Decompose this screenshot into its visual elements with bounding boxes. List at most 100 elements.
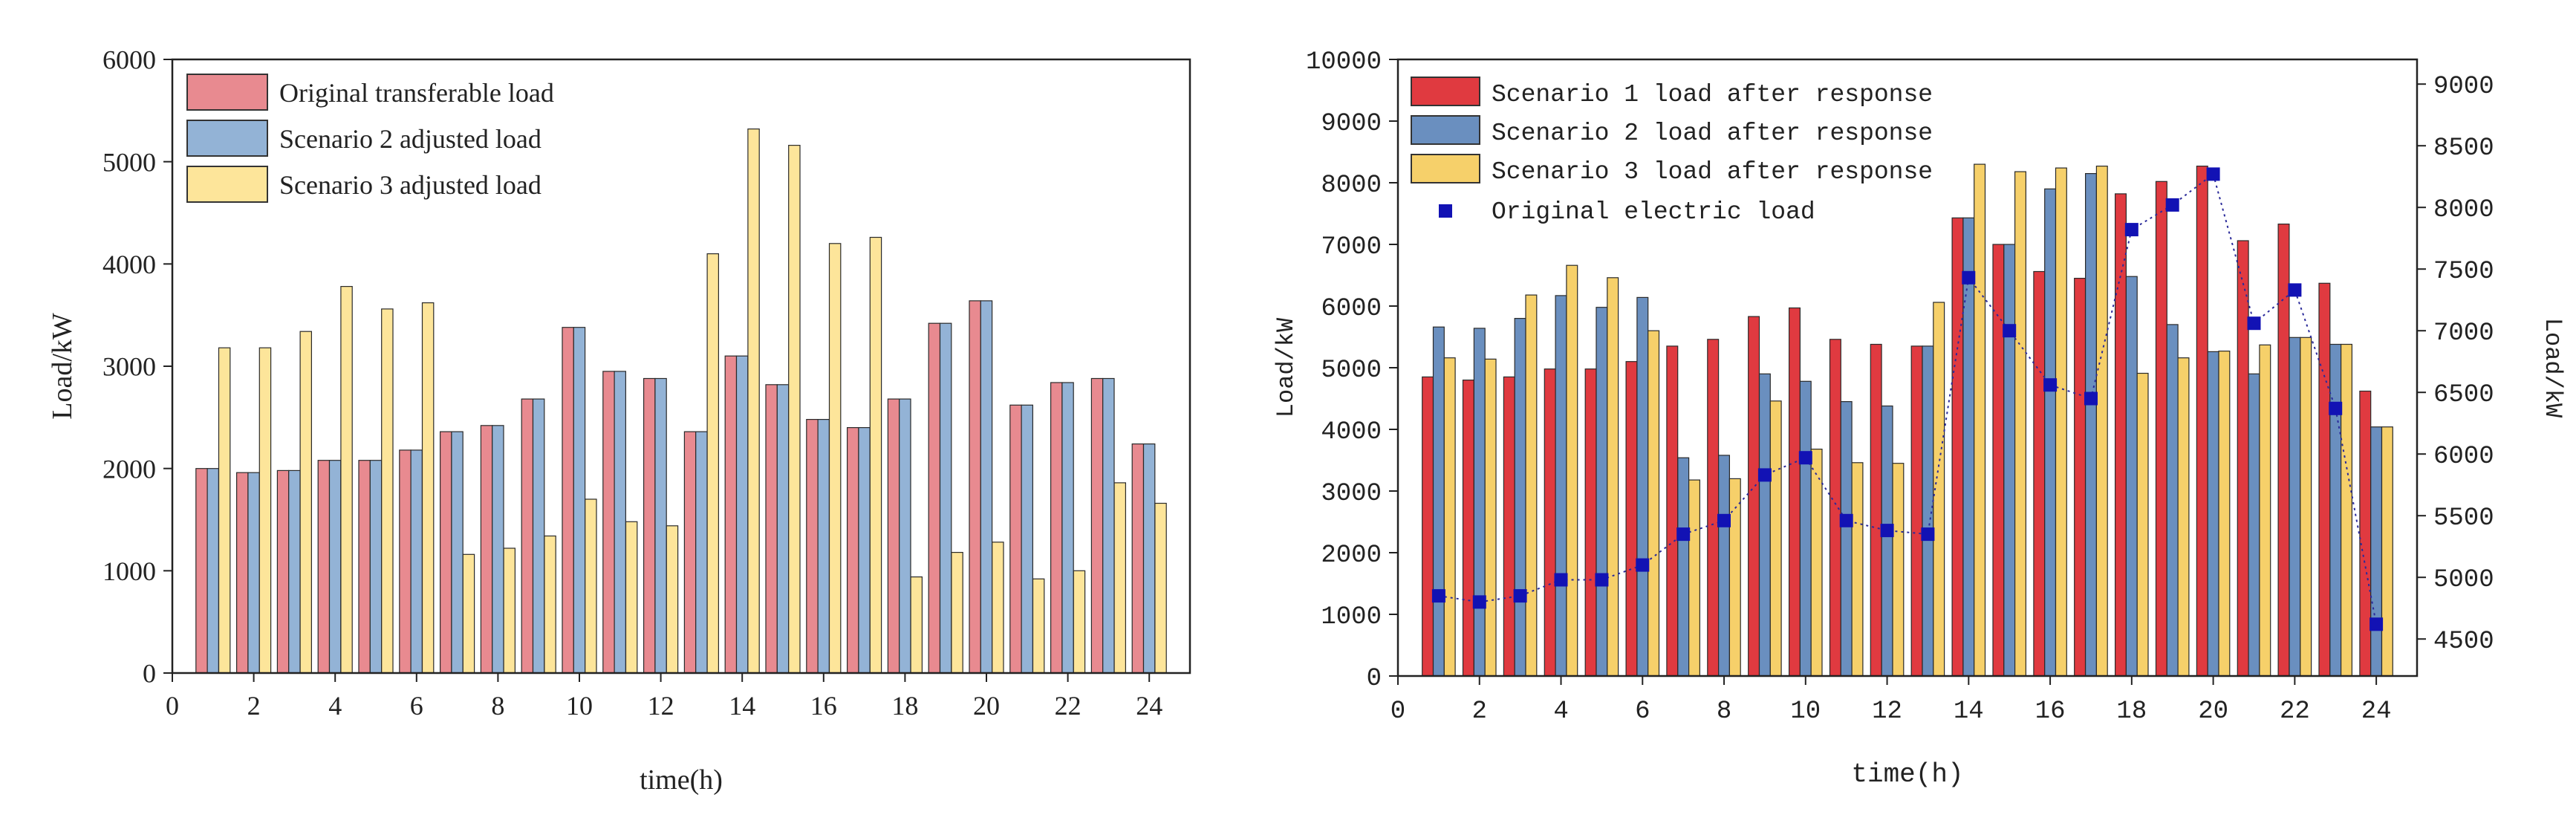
y2-tick-label-8000: 8000 xyxy=(2433,196,2494,224)
point-original-electric-load-h13 xyxy=(1921,527,1935,542)
y-tick-label-3000: 3000 xyxy=(103,352,156,382)
bar-scenario-1-load-after-response-h7 xyxy=(1666,345,1679,677)
bar-original-transferable-load-h10 xyxy=(562,327,574,674)
chart-left-bars xyxy=(195,129,1167,674)
bar-scenario-2-adjusted-load-h16 xyxy=(817,418,830,674)
bar-scenario-2-adjusted-load-h5 xyxy=(369,460,383,674)
bar-scenario-2-load-after-response-h12 xyxy=(1881,405,1893,677)
bar-scenario-2-load-after-response-h17 xyxy=(2085,173,2098,677)
legend-swatch-original-transferable xyxy=(186,74,268,111)
legend-label-original-transferable: Original transferable load xyxy=(279,78,554,108)
bar-scenario-3-adjusted-load-h23 xyxy=(1113,482,1126,674)
bar-scenario-2-adjusted-load-h6 xyxy=(410,449,423,674)
y2-tick-label-5000: 5000 xyxy=(2433,566,2494,594)
bar-scenario-2-adjusted-load-h23 xyxy=(1102,377,1115,674)
y-tick-label-1000: 1000 xyxy=(1321,603,1382,631)
bar-scenario-2-adjusted-load-h22 xyxy=(1061,382,1074,674)
point-original-electric-load-h12 xyxy=(1880,524,1894,538)
chart-left-y-ticks: 0 1000 2000 3000 4000 5000 6000 xyxy=(103,45,172,689)
bar-scenario-2-adjusted-load-h11 xyxy=(614,371,626,674)
bar-scenario-2-adjusted-load-h20 xyxy=(980,300,993,674)
y2-tick-label-5500: 5500 xyxy=(2433,504,2494,533)
bar-scenario-3-load-after-response-h17 xyxy=(2095,166,2108,677)
bar-scenario-2-load-after-response-h10 xyxy=(1799,380,1812,677)
point-original-electric-load-h20 xyxy=(2206,167,2220,181)
bar-original-transferable-load-h21 xyxy=(1009,404,1022,674)
bar-scenario-1-load-after-response-h18 xyxy=(2115,193,2127,677)
chart-left-y-label: Load/kW xyxy=(47,313,78,420)
x-tick-label-24: 24 xyxy=(1136,691,1162,721)
bar-scenario-3-load-after-response-h4 xyxy=(1566,264,1578,677)
point-original-electric-load-h14 xyxy=(1962,270,1976,285)
y-tick-label-5000: 5000 xyxy=(103,147,156,177)
bar-scenario-2-adjusted-load-h9 xyxy=(532,398,545,674)
bar-scenario-2-adjusted-load-h2 xyxy=(247,472,260,674)
y-tick-label-2000: 2000 xyxy=(1321,542,1382,570)
y2-tick-label-7000: 7000 xyxy=(2433,319,2494,348)
bar-original-transferable-load-h6 xyxy=(399,449,412,674)
bar-scenario-2-adjusted-load-h15 xyxy=(776,384,790,674)
bar-scenario-2-load-after-response-h5 xyxy=(1596,307,1608,677)
point-original-electric-load-h7 xyxy=(1676,527,1691,542)
bar-scenario-2-adjusted-load-h24 xyxy=(1142,443,1156,674)
bar-scenario-1-load-after-response-h6 xyxy=(1625,361,1638,677)
y-tick-label-10000: 10000 xyxy=(1306,48,1382,77)
bar-scenario-1-load-after-response-h24 xyxy=(2359,390,2372,677)
chart-right: 0 2 4 6 8 10 12 14 16 18 20 22 24 010002000300040005… xyxy=(1272,48,2566,790)
bar-scenario-1-load-after-response-h10 xyxy=(1789,307,1801,677)
x-tick-label-0: 0 xyxy=(166,691,179,721)
bar-scenario-1-load-after-response-h13 xyxy=(1910,345,1923,677)
bar-original-transferable-load-h9 xyxy=(521,398,534,674)
bar-original-transferable-load-h2 xyxy=(236,472,249,674)
y-tick-label-7000: 7000 xyxy=(1321,233,1382,261)
point-original-electric-load-h3 xyxy=(1513,589,1527,603)
x-tick-label-18: 18 xyxy=(891,691,918,721)
bar-scenario-3-adjusted-load-h14 xyxy=(747,129,760,674)
bar-scenario-2-adjusted-load-h13 xyxy=(695,431,708,674)
bar-scenario-2-load-after-response-h1 xyxy=(1432,326,1445,677)
bar-original-transferable-load-h11 xyxy=(602,371,615,674)
point-original-electric-load-h23 xyxy=(2329,401,2343,415)
legend-swatch-scenario1-response xyxy=(1411,77,1480,106)
point-original-electric-load-h18 xyxy=(2124,223,2138,237)
chart-right-y-label: Load/kW xyxy=(1272,317,1300,417)
bar-scenario-2-adjusted-load-h12 xyxy=(654,377,667,674)
bar-scenario-3-adjusted-load-h15 xyxy=(788,145,801,674)
bar-scenario-1-load-after-response-h5 xyxy=(1584,368,1597,677)
bar-original-transferable-load-h24 xyxy=(1131,443,1145,674)
bar-scenario-3-adjusted-load-h1 xyxy=(218,347,231,674)
point-original-electric-load-h2 xyxy=(1472,595,1486,609)
bar-scenario-2-load-after-response-h4 xyxy=(1555,295,1567,677)
bar-scenario-2-load-after-response-h6 xyxy=(1636,296,1649,677)
chart-right-x-ticks: 0 2 4 6 8 10 12 14 16 18 20 22 24 xyxy=(1391,676,2392,726)
bar-scenario-3-adjusted-load-h6 xyxy=(421,302,435,674)
bar-scenario-2-load-after-response-h13 xyxy=(1922,345,1934,677)
legend-swatch-scenario3-response xyxy=(1411,154,1480,183)
bar-original-transferable-load-h1 xyxy=(195,468,208,674)
bar-scenario-3-adjusted-load-h2 xyxy=(258,347,272,674)
bar-scenario-1-load-after-response-h8 xyxy=(1707,339,1720,677)
y-tick-label-1000: 1000 xyxy=(103,556,156,586)
legend-marker-original-electric-load xyxy=(1439,204,1452,218)
bar-original-transferable-load-h13 xyxy=(683,431,697,674)
legend-label-scenario3-adjusted: Scenario 3 adjusted load xyxy=(279,170,541,200)
bar-original-transferable-load-h3 xyxy=(276,469,290,674)
legend-label-scenario3-response: Scenario 3 load after response xyxy=(1492,158,1933,186)
bar-scenario-3-adjusted-load-h24 xyxy=(1154,502,1167,674)
bar-original-transferable-load-h12 xyxy=(643,377,656,674)
bar-scenario-3-load-after-response-h22 xyxy=(2300,337,2312,677)
point-original-electric-load-h1 xyxy=(1431,589,1445,603)
bar-scenario-3-adjusted-load-h13 xyxy=(706,253,719,674)
bar-scenario-3-adjusted-load-h22 xyxy=(1073,570,1086,674)
bar-scenario-2-load-after-response-h22 xyxy=(2289,337,2301,677)
bar-scenario-3-load-after-response-h9 xyxy=(1769,400,1782,677)
bar-scenario-2-load-after-response-h18 xyxy=(2125,276,2138,677)
bar-scenario-3-adjusted-load-h3 xyxy=(299,331,313,674)
bar-scenario-3-load-after-response-h19 xyxy=(2177,357,2190,677)
bar-scenario-2-load-after-response-h21 xyxy=(2248,373,2260,677)
y-tick-label-2000: 2000 xyxy=(103,454,156,484)
bar-scenario-1-load-after-response-h20 xyxy=(2196,166,2208,677)
y-tick-label-4000: 4000 xyxy=(1321,418,1382,446)
bar-scenario-3-load-after-response-h1 xyxy=(1443,357,1456,677)
